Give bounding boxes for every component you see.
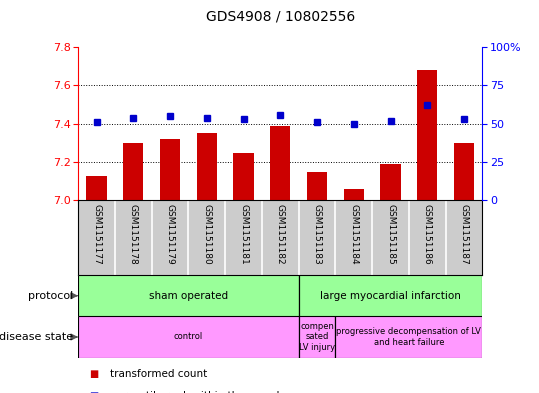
Text: GSM1151178: GSM1151178 — [129, 204, 138, 265]
Text: large myocardial infarction: large myocardial infarction — [320, 291, 461, 301]
Bar — [344, 189, 364, 200]
Bar — [299, 316, 335, 358]
Text: GSM1151186: GSM1151186 — [423, 204, 432, 265]
Bar — [78, 275, 299, 316]
Text: sham operated: sham operated — [149, 291, 228, 301]
Bar — [86, 176, 107, 200]
Bar — [78, 316, 299, 358]
Text: GSM1151181: GSM1151181 — [239, 204, 248, 265]
Text: ■: ■ — [89, 391, 98, 393]
Text: percentile rank within the sample: percentile rank within the sample — [110, 391, 286, 393]
Text: GSM1151183: GSM1151183 — [313, 204, 322, 265]
Bar — [123, 143, 143, 200]
Bar — [270, 126, 291, 200]
Text: progressive decompensation of LV
and heart failure: progressive decompensation of LV and hea… — [336, 327, 481, 347]
Bar — [233, 152, 254, 200]
Bar — [197, 133, 217, 200]
Text: GDS4908 / 10802556: GDS4908 / 10802556 — [206, 9, 355, 24]
Text: disease state: disease state — [0, 332, 73, 342]
Text: GSM1151180: GSM1151180 — [202, 204, 211, 265]
Text: compen
sated
LV injury: compen sated LV injury — [299, 322, 335, 352]
Bar — [417, 70, 437, 200]
Text: GSM1151185: GSM1151185 — [386, 204, 395, 265]
Text: protocol: protocol — [27, 291, 73, 301]
Text: ■: ■ — [89, 369, 98, 379]
Bar — [160, 139, 180, 200]
Bar — [454, 143, 474, 200]
Text: GSM1151179: GSM1151179 — [165, 204, 175, 265]
Text: GSM1151177: GSM1151177 — [92, 204, 101, 265]
Text: control: control — [174, 332, 203, 342]
Bar — [381, 164, 400, 200]
Text: GSM1151187: GSM1151187 — [460, 204, 468, 265]
Bar — [299, 275, 482, 316]
Bar — [335, 316, 482, 358]
Text: GSM1151182: GSM1151182 — [276, 204, 285, 265]
Text: GSM1151184: GSM1151184 — [349, 204, 358, 265]
Text: transformed count: transformed count — [110, 369, 208, 379]
Bar — [307, 172, 327, 200]
